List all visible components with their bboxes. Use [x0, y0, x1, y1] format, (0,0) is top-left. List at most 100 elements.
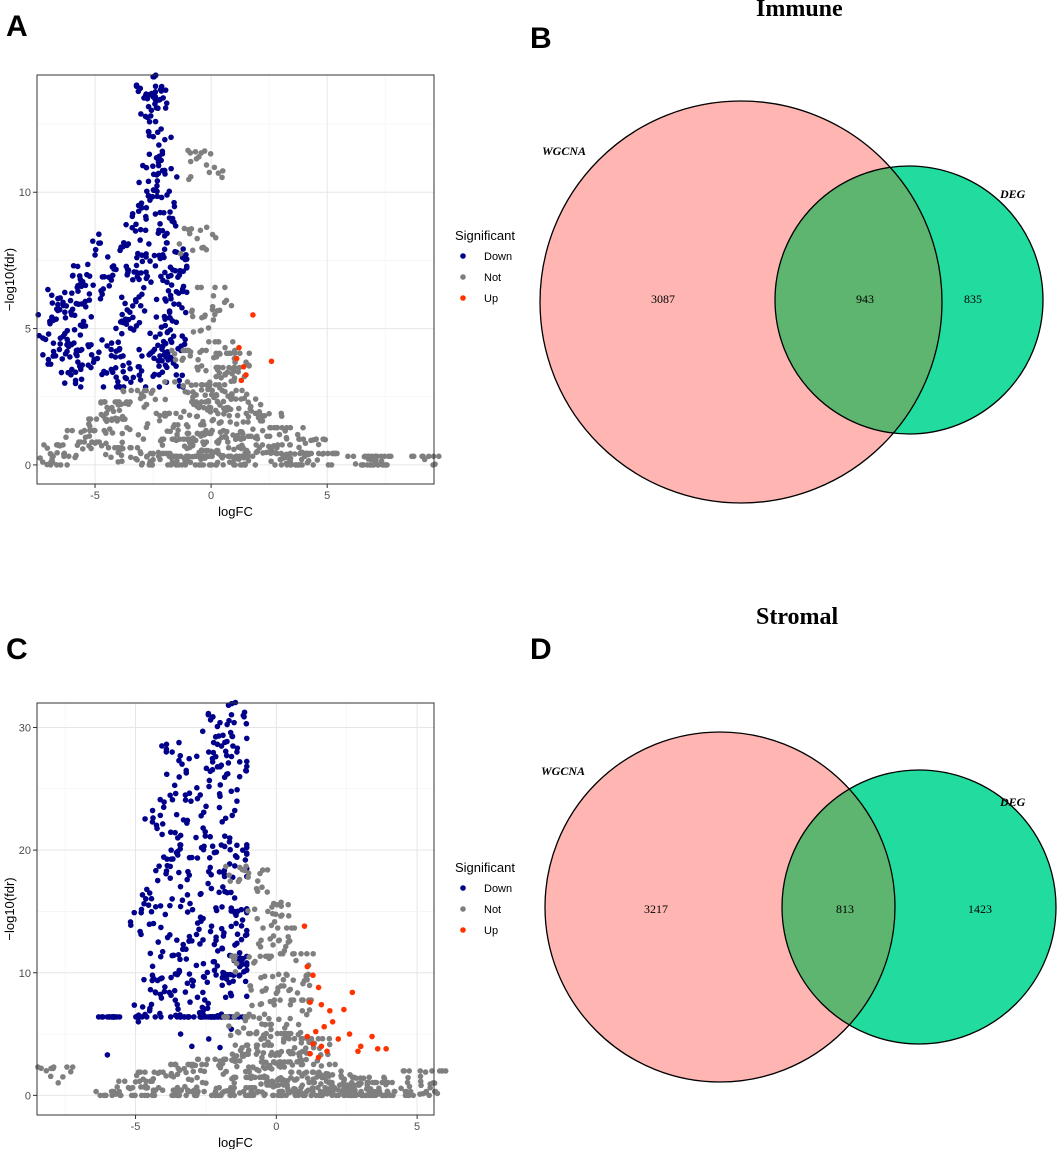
point-not — [172, 379, 178, 385]
point-not — [231, 1014, 238, 1020]
point-not — [192, 453, 198, 460]
point-down — [141, 308, 148, 314]
point-not — [184, 445, 190, 452]
point-not — [134, 387, 141, 394]
point-not — [212, 311, 218, 318]
point-down — [205, 711, 212, 718]
point-not — [268, 922, 275, 929]
point-not — [246, 363, 252, 369]
point-not — [240, 435, 247, 442]
point-not — [357, 1075, 364, 1081]
point-not — [189, 443, 196, 449]
point-not — [356, 1082, 363, 1088]
point-down — [149, 807, 156, 814]
point-not — [256, 409, 263, 415]
point-down — [156, 384, 163, 390]
point-down — [167, 863, 174, 870]
point-down — [177, 267, 183, 274]
point-not — [173, 410, 179, 417]
point-not — [341, 1092, 347, 1099]
point-down — [243, 763, 250, 770]
point-not — [188, 399, 195, 405]
point-not — [269, 973, 276, 980]
point-not — [317, 1092, 324, 1099]
point-not — [269, 444, 276, 450]
point-down — [49, 300, 56, 306]
point-not — [101, 399, 107, 405]
point-up — [318, 1043, 325, 1050]
point-down — [207, 928, 214, 935]
point-not — [204, 1056, 211, 1063]
point-down — [177, 832, 184, 839]
point-down — [140, 162, 146, 169]
point-down — [72, 380, 79, 387]
point-not — [258, 1001, 265, 1007]
point-not — [102, 1092, 108, 1099]
point-down — [158, 126, 164, 132]
point-not — [253, 885, 260, 892]
point-down — [154, 877, 161, 884]
point-not — [87, 416, 94, 422]
point-down — [173, 372, 180, 378]
point-not — [165, 450, 171, 457]
point-down — [115, 378, 121, 385]
point-down — [219, 974, 226, 981]
point-not — [278, 1030, 284, 1037]
point-down — [167, 1014, 174, 1020]
point-down — [178, 343, 185, 349]
venn-outline-wgcna — [544, 731, 896, 1083]
point-not — [229, 339, 236, 345]
point-not — [60, 442, 66, 448]
point-not — [320, 436, 326, 442]
point-not — [203, 427, 209, 434]
point-not — [199, 381, 206, 388]
point-not — [259, 867, 266, 873]
point-not — [253, 1051, 260, 1057]
point-down — [176, 869, 182, 876]
point-down — [147, 986, 154, 993]
y-tick-label: 10 — [19, 187, 31, 199]
point-not — [190, 1068, 197, 1075]
point-down — [145, 902, 152, 908]
point-not — [306, 1007, 313, 1013]
point-down — [214, 963, 221, 969]
point-not — [231, 350, 238, 357]
point-down — [128, 379, 134, 385]
point-down — [133, 83, 140, 90]
point-down — [243, 758, 250, 765]
point-not — [205, 447, 211, 454]
point-not — [236, 864, 243, 871]
point-not — [222, 372, 229, 378]
point-down — [152, 1014, 159, 1020]
point-not — [217, 1064, 224, 1071]
point-down — [203, 1014, 209, 1020]
point-not — [247, 1030, 254, 1037]
point-not — [185, 453, 191, 460]
venn-count-deg-only: 1423 — [968, 902, 992, 916]
point-not — [112, 444, 118, 451]
point-not — [185, 389, 191, 396]
point-not — [267, 1080, 274, 1087]
point-down — [115, 383, 122, 389]
point-down — [152, 89, 159, 95]
legend-label-not: Not — [484, 904, 501, 916]
point-down — [239, 847, 246, 853]
x-axis-label: logFC — [218, 1135, 253, 1149]
point-not — [235, 405, 242, 412]
point-not — [384, 1088, 391, 1095]
point-down — [158, 324, 165, 330]
point-down — [164, 240, 170, 246]
point-down — [70, 262, 77, 269]
point-not — [261, 1042, 268, 1048]
point-not — [194, 403, 200, 409]
point-not — [186, 230, 193, 237]
point-not — [199, 245, 205, 251]
point-down — [193, 962, 200, 969]
point-down — [182, 989, 189, 995]
point-not — [294, 990, 301, 996]
point-not — [254, 1042, 261, 1048]
point-down — [216, 889, 222, 896]
point-not — [173, 462, 179, 468]
point-not — [39, 459, 46, 465]
legend-label-not: Not — [484, 272, 501, 284]
